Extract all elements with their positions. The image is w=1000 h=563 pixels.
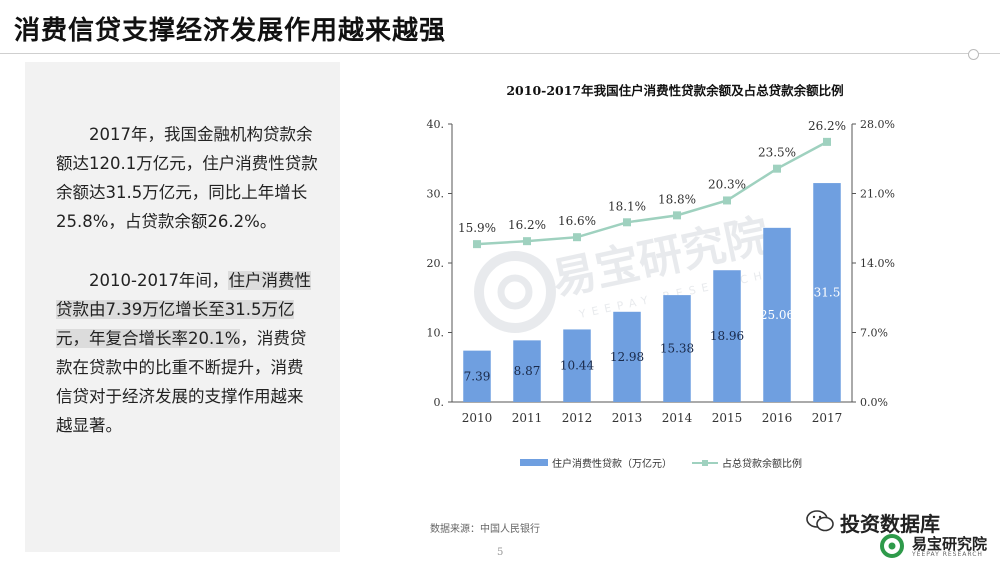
bar [563,329,591,402]
line-data-label: 16.2% [508,218,546,232]
y-right-tick-label: 14.0% [860,257,895,270]
bar-labels: 7.39 8.87 10.44 12.98 15.38 18.96 25.06 31.5 [464,286,841,384]
line-path [476,140,828,246]
bar [713,270,741,402]
line-data-label: 20.3% [708,177,746,191]
line-data-label: 15.9% [458,221,496,235]
line-data-label: 18.1% [608,199,646,213]
y-right-tick-label: 0.0% [860,396,888,409]
watermark-logo-inner [497,274,533,310]
legend-bar-swatch [520,459,548,466]
bar [513,340,541,402]
yeepay-logo-icon [880,534,904,558]
data-source: 数据来源：中国人民银行 [430,524,540,535]
line-data-label: 23.5% [758,146,796,160]
x-tick-label: 2017 [812,411,843,425]
line-point [773,164,781,173]
x-tick-labels: 2010 2011 2012 2013 2014 2015 2016 2017 [462,411,843,425]
y-left-tick-label: 40. [427,118,445,131]
x-tick-label: 2011 [512,411,543,425]
line-point [573,233,581,242]
page-title: 消费信贷支撑经济发展作用越来越强 [14,16,447,46]
wechat-icon [806,510,834,532]
bar-data-label: 12.98 [610,350,644,364]
logo-name: 易宝研究院 [912,535,988,553]
bar [613,311,641,402]
line-point [673,211,681,220]
chart-axes: 0. 10. 20. 30. 40. 0.0% 7.0% 14.0% 21.0% 28.0% [427,118,895,409]
y-left-tick-label: 10. [427,327,445,340]
legend-line-marker [702,460,708,466]
x-tick-label: 2010 [462,411,493,425]
line-data-label: 18.8% [658,192,696,206]
y-left-tick-label: 0. [434,396,445,409]
bar-data-label: 10.44 [560,359,595,373]
paragraph-2-intro: 2010-2017年间， [89,271,229,290]
bar-data-label: 7.39 [464,369,491,383]
line-series [473,137,831,249]
x-tick-label: 2012 [562,411,593,425]
x-tick-label: 2013 [612,411,643,425]
page-number: 5 [497,547,504,558]
paragraph-2-rest: ，消费贷款在贷款中的比重不断提升，消费信贷对于经济发展的支撑作用越来越显著。 [56,329,307,435]
paragraph-1: 2017年，我国金融机构贷款余额达120.1万亿元，住户消费性贷款余额达31.5… [56,125,318,231]
bar [463,350,491,402]
logo-subtitle: YEEPAY RESEARCH [912,551,983,558]
line-data-label: 16.6% [558,214,596,228]
line-point [473,240,481,249]
bar [663,295,691,402]
bar-series [463,183,841,402]
bar [763,227,791,402]
footer-brand: 投资数据库 [840,512,940,536]
line-point [723,196,731,205]
title-divider-dot [968,49,979,60]
line-point [623,218,631,227]
paragraph-2: 2010-2017年间，住户消费性贷款由7.39万亿增长至31.5万亿元，年复合… [56,266,318,440]
x-tick-label: 2016 [762,411,793,425]
y-left-tick-label: 20. [427,257,445,270]
bar-data-label: 31.5 [814,286,841,300]
y-left-tick-label: 30. [427,188,445,201]
legend-line-label: 占总贷款余额比例 [722,457,802,470]
y-right-tick-label: 28.0% [860,118,895,131]
line-labels: 15.9% 16.2% 16.6% 18.1% 18.8% 20.3% 23.5% 26.2% [458,119,846,235]
line-point [523,237,531,246]
y-right-tick-label: 21.0% [860,188,895,201]
line-data-label: 26.2% [808,119,846,133]
legend-bar-label: 住户消费性贷款（万亿元） [552,457,672,470]
chart-title: 2010-2017年我国住户消费性贷款余额及占总贷款余额比例 [506,83,844,98]
y-right-tick-label: 7.0% [860,327,888,340]
x-tick-label: 2014 [662,411,693,425]
bar [813,183,841,402]
bar-data-label: 25.06 [760,308,794,322]
title-divider [0,53,1000,54]
x-tick-label: 2015 [712,411,743,425]
bar-data-label: 18.96 [710,329,744,343]
bar-data-label: 15.38 [660,342,694,356]
legend: 住户消费性贷款（万亿元） 占总贷款余额比例 [520,457,802,470]
line-point [823,137,831,146]
watermark-logo-circle [474,251,556,333]
bar-data-label: 8.87 [514,364,541,378]
